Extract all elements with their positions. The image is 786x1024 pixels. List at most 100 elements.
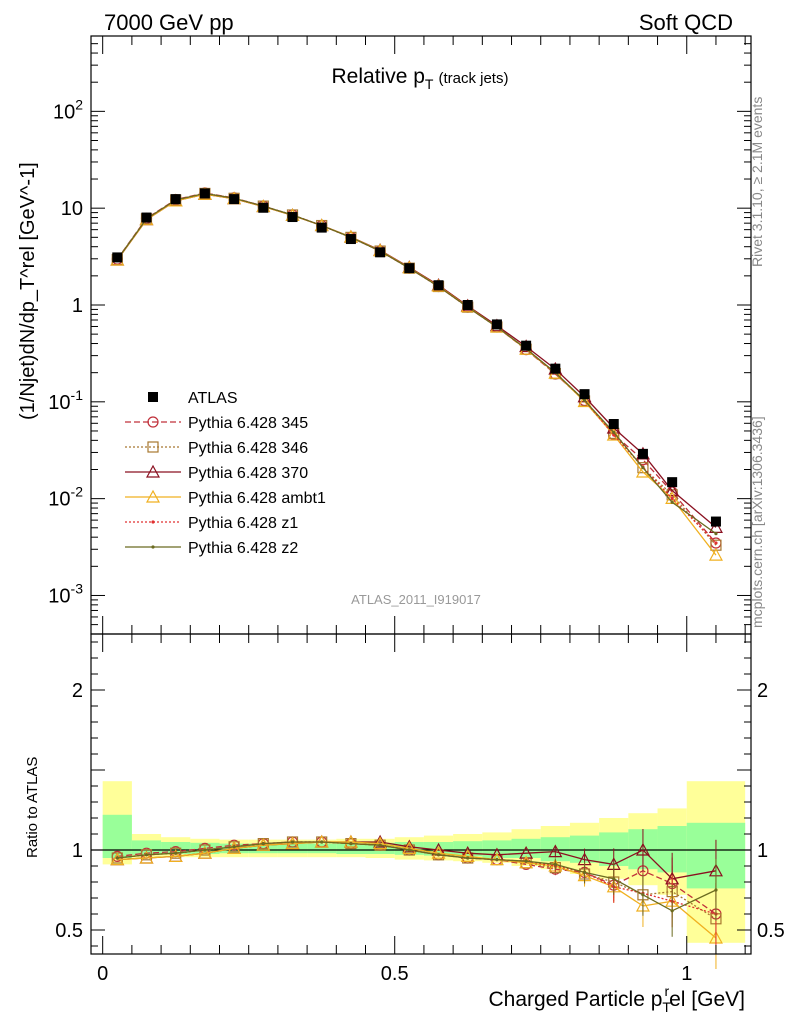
ratio-point xyxy=(320,840,324,844)
legend-entry: Pythia 6.428 z1 xyxy=(125,515,298,532)
legend: ATLAS Pythia 6.428 345 Pythia 6.428 346 Pyt… xyxy=(125,390,326,557)
ratio-y-tick-label-right: 1 xyxy=(757,840,768,862)
ratio-point xyxy=(349,842,353,846)
ratio-point xyxy=(612,877,616,881)
data-point xyxy=(112,252,123,263)
y-tick-label-exp: -2 xyxy=(71,484,84,500)
legend-marker xyxy=(148,392,158,402)
ratio-point xyxy=(670,909,674,913)
series-point xyxy=(582,398,587,403)
side-label-rivet: Rivet 3.1.10, ≥ 2.1M events xyxy=(749,97,765,267)
ratio-point xyxy=(407,848,411,852)
legend-marker xyxy=(145,489,161,503)
series-point xyxy=(606,427,621,441)
x-axis-label: Charged Particle pTrel [GeV] xyxy=(488,983,745,1015)
ratio-point xyxy=(402,839,417,853)
ratio-point xyxy=(227,841,242,855)
ratio-point xyxy=(460,849,475,863)
data-point xyxy=(710,516,721,527)
data-point xyxy=(433,280,444,291)
legend-entry: Pythia 6.428 ambt1 xyxy=(125,489,326,507)
ratio-y-tick-label: 2 xyxy=(72,680,83,702)
y-axis-label: (1/Njet)dN/dp_T^rel [GeV^-1] xyxy=(17,162,39,420)
ratio-point xyxy=(232,845,236,849)
y-tick-label-exp: -1 xyxy=(71,387,84,403)
x-axis-label-main: Charged Particle p xyxy=(488,988,662,1011)
data-point xyxy=(375,247,386,258)
series-line xyxy=(116,192,717,535)
legend-entry: Pythia 6.428 345 xyxy=(125,415,308,432)
ratio-plot: 0.5 0.5 1 1 2 2 xyxy=(55,633,785,969)
legend-label: Pythia 6.428 370 xyxy=(188,465,308,482)
y-tick-label: 10-2 xyxy=(48,484,83,511)
x-axis-label-suffix: el [GeV] xyxy=(669,988,745,1011)
data-point xyxy=(345,234,356,245)
legend-marker xyxy=(147,441,159,453)
ratio-point xyxy=(548,844,563,858)
series-point xyxy=(714,541,718,545)
y-tick-label: 10 xyxy=(61,198,83,220)
header-left: 7000 GeV pp xyxy=(104,10,234,35)
ratio-y-tick-label-right: 0.5 xyxy=(757,920,785,942)
series-point xyxy=(670,496,674,500)
ratio-point xyxy=(582,870,587,875)
series-point xyxy=(612,430,616,434)
ratio-point xyxy=(373,834,388,848)
data-point xyxy=(521,340,532,351)
ratio-point xyxy=(174,851,178,855)
header-right: Soft QCD xyxy=(639,10,733,35)
ratio-y-tick-label: 0.5 xyxy=(55,920,83,942)
ratio-point xyxy=(261,842,265,846)
x-axis-label-sup: r xyxy=(664,983,669,999)
data-point xyxy=(141,212,152,223)
x-tick-label: 0 xyxy=(97,963,108,985)
ratio-point xyxy=(144,853,149,857)
x-tick-label: 1 xyxy=(681,963,692,985)
ratio-point xyxy=(290,840,295,844)
legend-label: Pythia 6.428 z1 xyxy=(188,515,298,532)
ratio-point xyxy=(343,834,358,848)
plot-title-sub: T xyxy=(425,76,434,92)
analysis-id: ATLAS_2011_I919017 xyxy=(351,592,481,607)
data-point xyxy=(316,222,327,233)
legend-label: Pythia 6.428 346 xyxy=(188,440,308,457)
y-tick-label-base: 10 xyxy=(53,101,75,123)
plot-title: Relative pT (track jets) xyxy=(332,65,509,92)
legend-entry: Pythia 6.428 370 xyxy=(125,464,308,482)
data-point xyxy=(170,194,181,205)
x-tick-label: 0.5 xyxy=(381,963,409,985)
y-tick-label: 10-1 xyxy=(48,387,83,414)
legend-marker xyxy=(151,545,155,549)
legend-marker xyxy=(151,520,155,524)
ratio-point xyxy=(168,849,183,863)
legend-entry: Pythia 6.428 346 xyxy=(125,440,308,457)
data-point xyxy=(462,299,473,310)
data-point xyxy=(404,263,415,274)
legend-marker xyxy=(147,416,159,428)
ratio-point xyxy=(495,858,499,862)
ratio-point xyxy=(431,845,446,859)
ratio-point xyxy=(373,836,388,850)
ratio-band-inner xyxy=(102,814,132,858)
data-point xyxy=(579,389,590,400)
ratio-y-tick-label-right: 2 xyxy=(757,680,768,702)
y-tick-label: 10-3 xyxy=(48,580,83,607)
ratio-point xyxy=(378,843,382,847)
ratio-point xyxy=(524,859,528,863)
data-point xyxy=(287,212,298,223)
ratio-y-axis-label: Ratio to ATLAS xyxy=(24,757,41,858)
data-point xyxy=(667,477,678,488)
ratio-point xyxy=(115,856,119,860)
series-point xyxy=(708,547,723,561)
ratio-point xyxy=(466,856,470,860)
data-point xyxy=(491,319,502,330)
ratio-point xyxy=(139,850,154,864)
y-tick-label-exp: 2 xyxy=(75,96,83,112)
side-label-mcplots: mcplots.cern.ch [arXiv:1306.3436] xyxy=(749,416,765,628)
data-point xyxy=(199,188,210,199)
data-point xyxy=(637,448,648,459)
ratio-point xyxy=(203,848,207,852)
ratio-point xyxy=(436,853,441,857)
